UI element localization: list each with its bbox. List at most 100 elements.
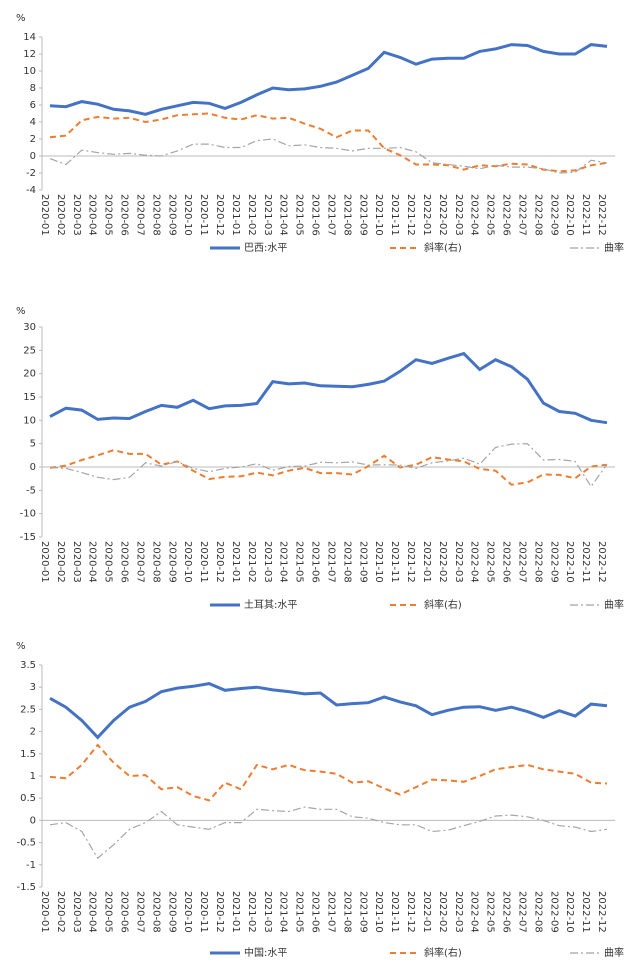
x-tick-label: 2022-10 xyxy=(564,891,575,933)
x-tick-label: 2022-12 xyxy=(596,541,607,583)
x-tick-label: 2022-03 xyxy=(453,891,464,933)
series-line xyxy=(49,449,608,486)
x-tick-label: 2021-08 xyxy=(341,541,352,583)
x-tick-label: 2020-06 xyxy=(119,541,130,583)
x-tick-label: 2021-09 xyxy=(357,194,368,236)
x-tick-label: 2020-08 xyxy=(150,194,161,236)
x-tick-label: 2022-08 xyxy=(532,891,543,933)
legend-label: 巴西:水平 xyxy=(244,242,287,254)
x-tick-label: 2020-06 xyxy=(119,891,130,933)
y-tick-label: 8 xyxy=(30,83,36,94)
x-tick-label: 2020-11 xyxy=(198,891,209,933)
x-tick-label: 2021-07 xyxy=(325,891,336,933)
x-tick-label: 2021-10 xyxy=(373,891,384,933)
x-tick-label: 2020-09 xyxy=(166,891,177,933)
x-tick-label: 2021-02 xyxy=(246,891,257,933)
x-tick-label: 2021-09 xyxy=(357,891,368,933)
y-tick-label: 14 xyxy=(23,32,36,43)
y-unit: % xyxy=(16,641,26,652)
x-tick-label: 2022-09 xyxy=(548,891,559,933)
x-tick-label: 2020-01 xyxy=(39,541,50,583)
legend-label: 斜率(右) xyxy=(424,946,462,959)
x-tick-label: 2020-08 xyxy=(150,541,161,583)
x-tick-label: 2020-12 xyxy=(214,891,225,933)
x-tick-label: 2022-01 xyxy=(421,194,432,236)
x-tick-label: 2022-10 xyxy=(564,194,575,236)
legend-label: 斜率(右) xyxy=(424,598,462,611)
x-tick-label: 2020-08 xyxy=(150,891,161,933)
x-tick-label: 2022-02 xyxy=(437,891,448,933)
x-tick-label: 2020-07 xyxy=(134,541,145,583)
x-tick-label: 2020-03 xyxy=(71,194,82,236)
legend-label: 曲率 xyxy=(604,598,624,611)
x-tick-label: 2020-10 xyxy=(182,891,193,933)
x-tick-label: 2021-12 xyxy=(405,541,416,583)
y-tick-label: 25 xyxy=(23,345,36,356)
x-tick-label: 2022-11 xyxy=(580,891,591,933)
x-tick-label: 2020-07 xyxy=(134,891,145,933)
x-tick-label: 2021-01 xyxy=(230,891,241,933)
legend-label: 中国:水平 xyxy=(244,946,287,959)
y-tick-label: -15 xyxy=(20,532,36,543)
series-line xyxy=(49,743,608,802)
y-tick-label: -1 xyxy=(26,860,36,871)
x-tick-label: 2022-08 xyxy=(532,194,543,236)
x-tick-label: 2022-12 xyxy=(596,891,607,933)
y-tick-label: 2 xyxy=(30,727,36,738)
x-tick-label: 2021-11 xyxy=(389,891,400,933)
y-tick-label: 15 xyxy=(23,392,36,403)
y-tick-label: 0 xyxy=(30,815,36,826)
x-tick-label: 2021-12 xyxy=(405,194,416,236)
x-tick-label: 2022-03 xyxy=(453,194,464,236)
series-line xyxy=(49,138,608,174)
x-tick-label: 2022-02 xyxy=(437,541,448,583)
x-tick-label: 2022-05 xyxy=(485,194,496,236)
y-tick-label: -0.5 xyxy=(16,838,36,849)
y-tick-label: -4 xyxy=(26,185,36,196)
series-line xyxy=(49,112,608,173)
x-tick-label: 2022-06 xyxy=(501,891,512,933)
x-tick-label: 2021-03 xyxy=(262,194,273,236)
y-tick-label: 1.5 xyxy=(20,749,36,760)
x-tick-label: 2021-01 xyxy=(230,194,241,236)
y-tick-label: -5 xyxy=(26,485,36,496)
y-tick-label: 3.5 xyxy=(20,660,36,671)
x-tick-label: 2021-06 xyxy=(310,194,321,236)
x-tick-label: 2022-04 xyxy=(469,891,480,933)
y-tick-label: 12 xyxy=(23,49,36,60)
x-tick-label: 2020-07 xyxy=(134,194,145,236)
y-tick-label: 4 xyxy=(30,117,36,128)
x-tick-label: 2021-06 xyxy=(310,541,321,583)
x-tick-label: 2022-07 xyxy=(516,194,527,236)
x-tick-label: 2022-09 xyxy=(548,541,559,583)
x-tick-label: 2020-05 xyxy=(103,891,114,933)
x-tick-label: 2022-05 xyxy=(485,541,496,583)
series-line xyxy=(49,43,608,116)
x-tick-label: 2021-08 xyxy=(341,194,352,236)
x-tick-label: 2021-04 xyxy=(278,194,289,236)
x-tick-label: 2022-04 xyxy=(469,194,480,236)
y-tick-label: 20 xyxy=(23,369,36,380)
x-tick-label: 2022-11 xyxy=(580,541,591,583)
x-tick-label: 2020-11 xyxy=(198,541,209,583)
x-tick-label: 2020-10 xyxy=(182,194,193,236)
x-tick-label: 2022-03 xyxy=(453,541,464,583)
y-tick-label: 30 xyxy=(23,322,36,333)
x-tick-label: 2020-09 xyxy=(166,194,177,236)
x-tick-label: 2020-03 xyxy=(71,891,82,933)
x-tick-label: 2022-09 xyxy=(548,194,559,236)
x-tick-label: 2020-01 xyxy=(39,194,50,236)
x-tick-label: 2021-01 xyxy=(230,541,241,583)
x-tick-label: 2022-07 xyxy=(516,541,527,583)
x-tick-label: 2021-07 xyxy=(325,194,336,236)
x-tick-label: 2020-05 xyxy=(103,194,114,236)
y-tick-label: 10 xyxy=(23,415,36,426)
x-tick-label: 2021-04 xyxy=(278,891,289,933)
x-tick-label: 2021-03 xyxy=(262,891,273,933)
x-tick-label: 2021-09 xyxy=(357,541,368,583)
x-tick-label: 2022-08 xyxy=(532,541,543,583)
x-tick-label: 2022-10 xyxy=(564,541,575,583)
y-tick-label: 6 xyxy=(30,100,36,111)
x-tick-label: 2021-11 xyxy=(389,194,400,236)
